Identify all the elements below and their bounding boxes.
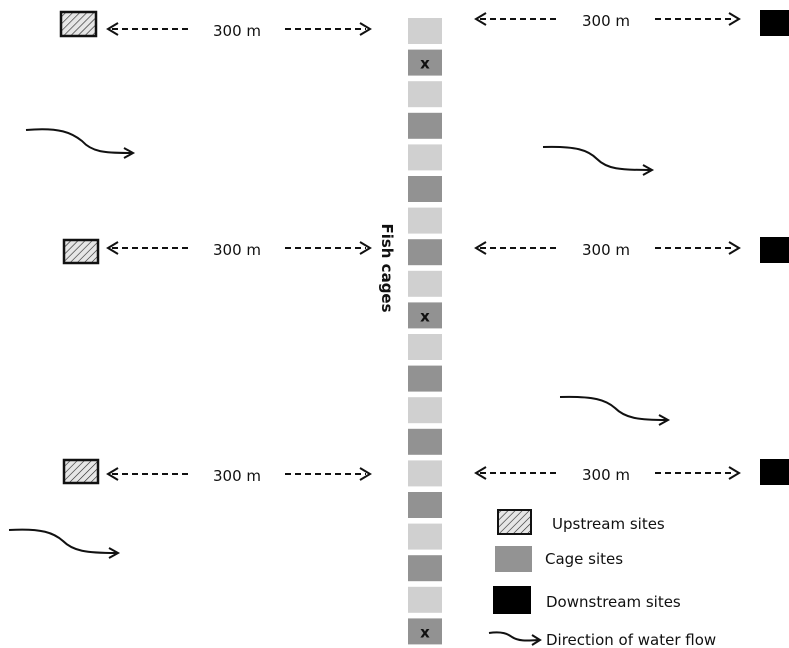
distance-label-left-middle: 300 m — [213, 241, 261, 259]
distance-arrow-right-bottom — [474, 466, 741, 480]
legend-upstream-swatch — [497, 509, 532, 535]
legend-flow-label: Direction of water flow — [546, 631, 716, 648]
cage-marker: x — [420, 623, 430, 641]
fish-cage — [408, 492, 442, 518]
fish-cage — [408, 270, 442, 297]
distance-label-right-top: 300 m — [582, 12, 630, 30]
distance-arrow-right-top — [474, 12, 741, 26]
fish-cage — [408, 586, 442, 613]
water-flow-arrow-4 — [8, 528, 121, 559]
fish-cage — [408, 365, 442, 392]
fish-cage — [408, 49, 442, 76]
fish-cage — [408, 144, 442, 171]
distance-arrow-left-middle — [106, 241, 372, 255]
legend-cage-label: Cage sites — [545, 550, 623, 568]
distance-arrow-right-middle — [474, 241, 741, 255]
cage-marker: x — [420, 307, 430, 325]
fish-cage — [408, 207, 442, 234]
upstream-site-top — [59, 10, 98, 38]
fish-cage — [408, 523, 442, 550]
fish-cage — [408, 112, 442, 139]
distance-label-right-middle: 300 m — [582, 241, 630, 259]
legend: Upstream sites Cage sites Downstream sit… — [488, 509, 716, 648]
distance-label-right-bottom: 300 m — [582, 466, 630, 484]
fish-cage — [408, 176, 442, 202]
fish-cage — [408, 81, 442, 108]
water-flow-arrow-3 — [559, 395, 671, 426]
cage-marker: x — [420, 55, 430, 73]
distance-label-left-top: 300 m — [213, 22, 261, 40]
water-flow-arrow-1 — [25, 128, 136, 159]
legend-downstream-label: Downstream sites — [546, 593, 681, 611]
fish-cage — [408, 555, 442, 582]
fish-cage — [408, 397, 442, 424]
fish-cage — [408, 334, 442, 360]
downstream-site-bottom — [760, 459, 789, 485]
downstream-site-middle — [760, 237, 789, 263]
legend-flow-swatch — [488, 631, 542, 646]
distance-arrow-left-top — [106, 22, 372, 36]
fish-cage — [408, 618, 442, 645]
distance-label-left-bottom: 300 m — [213, 467, 261, 485]
distance-arrow-left-bottom — [106, 467, 372, 481]
fish-cage — [408, 428, 442, 455]
fish-cage-column: x x x — [408, 18, 442, 645]
downstream-site-top — [760, 10, 789, 36]
legend-upstream-label: Upstream sites — [552, 515, 665, 533]
upstream-site-middle — [62, 238, 100, 265]
legend-downstream-swatch — [493, 586, 531, 614]
fish-cage — [408, 460, 442, 487]
fish-cage — [408, 18, 442, 44]
water-flow-arrow-2 — [542, 145, 655, 176]
legend-cage-swatch — [495, 546, 532, 572]
upstream-site-bottom — [62, 458, 100, 485]
fish-cage — [408, 302, 442, 329]
fish-cage — [408, 239, 442, 266]
fish-cages-label: Fish cages — [378, 223, 396, 312]
